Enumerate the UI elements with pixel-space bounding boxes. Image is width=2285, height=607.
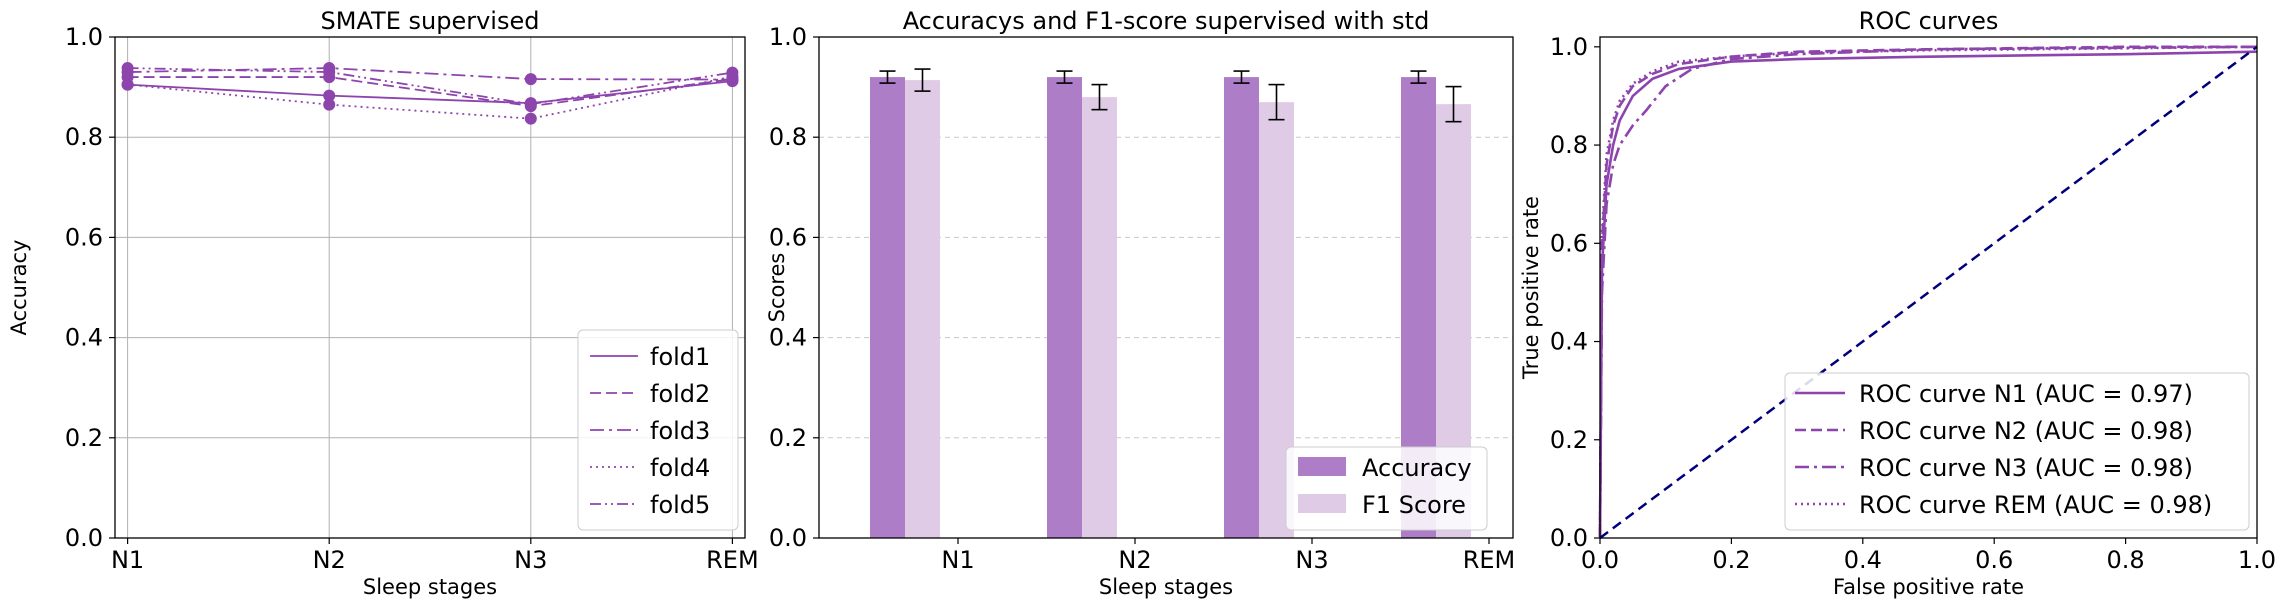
legend-label-f1-score: F1 Score xyxy=(1362,491,1466,519)
point-fold3-N3 xyxy=(524,73,537,86)
point-fold4-N1 xyxy=(121,78,134,91)
x-tick-label: 1.0 xyxy=(2238,546,2276,574)
y-tick-label: 1.0 xyxy=(769,23,807,51)
series-line-fold5 xyxy=(127,67,733,106)
bar-accuracy-N1 xyxy=(870,77,905,538)
x-tick-label: 0.8 xyxy=(2107,546,2145,574)
point-fold5-N2 xyxy=(323,66,336,79)
x-tick-label: REM xyxy=(1463,546,1516,574)
x-tick-label: N3 xyxy=(1295,546,1328,574)
x-tick-label: N2 xyxy=(313,546,346,574)
y-tick-label: 0.8 xyxy=(65,123,103,151)
point-fold5-N1 xyxy=(121,62,134,75)
x-tick-label: 0.4 xyxy=(1844,546,1882,574)
legend-box xyxy=(1784,372,2250,531)
y-tick-label: 0.4 xyxy=(769,324,807,352)
x-tick-label: 0.6 xyxy=(1975,546,2013,574)
legend-label-accuracy: Accuracy xyxy=(1362,454,1472,482)
x-tick-label: 0.0 xyxy=(1581,546,1619,574)
y-tick-label: 0.6 xyxy=(769,223,807,251)
x-tick-label: N1 xyxy=(111,546,144,574)
y-tick-label: 0.2 xyxy=(65,424,103,452)
chart-title: ROC curves xyxy=(1859,7,1999,35)
y-tick-label: 0.6 xyxy=(1550,229,1588,257)
legend-label-fold3: fold3 xyxy=(650,417,710,445)
legend-label-roc-3: ROC curve REM (AUC = 0.98) xyxy=(1859,491,2212,519)
plot-frame xyxy=(818,36,1514,539)
chart-title: Accuracys and F1-score supervised with s… xyxy=(903,7,1430,35)
x-tick-label: N2 xyxy=(1118,546,1151,574)
chart-title: SMATE supervised xyxy=(321,7,540,35)
series-line-fold3 xyxy=(127,67,733,81)
plot-frame xyxy=(1599,36,2258,539)
series-line-fold4 xyxy=(127,75,733,120)
y-tick-label: 1.0 xyxy=(65,23,103,51)
y-tick-label: 0.0 xyxy=(769,524,807,552)
legend-box xyxy=(577,329,739,531)
y-tick-label: 0.0 xyxy=(1550,524,1588,552)
y-tick-label: 0.2 xyxy=(1550,426,1588,454)
legend-label-fold4: fold4 xyxy=(650,454,710,482)
legend-label-fold2: fold2 xyxy=(650,380,710,408)
legend-label-roc-1: ROC curve N2 (AUC = 0.98) xyxy=(1859,417,2193,445)
point-fold4-N2 xyxy=(323,98,336,111)
bar-f1-score-N1 xyxy=(905,80,940,538)
x-tick-label: N3 xyxy=(514,546,547,574)
y-tick-label: 1.0 xyxy=(1550,33,1588,61)
legend-swatch-f1-score xyxy=(1298,494,1346,513)
y-axis-label: True positive rate xyxy=(1519,196,1543,380)
point-fold4-N3 xyxy=(524,112,537,125)
point-fold5-REM xyxy=(726,66,739,79)
y-axis-label: Scores xyxy=(765,253,789,323)
legend-label-fold5: fold5 xyxy=(650,491,710,519)
legend-label-roc-0: ROC curve N1 (AUC = 0.97) xyxy=(1859,380,2193,408)
y-tick-label: 0.2 xyxy=(769,424,807,452)
bar-accuracy-N3 xyxy=(1224,77,1259,538)
x-tick-label: 0.2 xyxy=(1712,546,1750,574)
y-tick-label: 0.4 xyxy=(1550,328,1588,356)
plot-frame xyxy=(114,36,746,539)
legend-swatch-accuracy xyxy=(1298,457,1346,476)
point-fold5-N3 xyxy=(524,98,537,111)
series-line-fold2 xyxy=(127,76,733,108)
y-tick-label: 0.8 xyxy=(1550,131,1588,159)
legend-label-fold1: fold1 xyxy=(650,343,710,371)
bar-f1-score-N2 xyxy=(1082,97,1117,539)
x-axis-label: False positive rate xyxy=(1833,575,2024,599)
series-line-fold1 xyxy=(127,80,733,105)
y-tick-label: 0.4 xyxy=(65,324,103,352)
legend-label-roc-2: ROC curve N3 (AUC = 0.98) xyxy=(1859,454,2193,482)
roc-curve-2 xyxy=(1598,45,2258,539)
x-axis-label: Sleep stages xyxy=(1099,575,1233,599)
y-tick-label: 0.0 xyxy=(65,524,103,552)
x-tick-label: REM xyxy=(706,546,759,574)
x-axis-label: Sleep stages xyxy=(363,575,497,599)
chance-line xyxy=(1599,45,2258,540)
point-fold1-N2 xyxy=(323,89,336,102)
y-tick-label: 0.6 xyxy=(65,223,103,251)
y-axis-label: Accuracy xyxy=(7,240,31,336)
x-tick-label: N1 xyxy=(941,546,974,574)
bar-accuracy-N2 xyxy=(1047,77,1082,538)
y-tick-label: 0.8 xyxy=(769,123,807,151)
